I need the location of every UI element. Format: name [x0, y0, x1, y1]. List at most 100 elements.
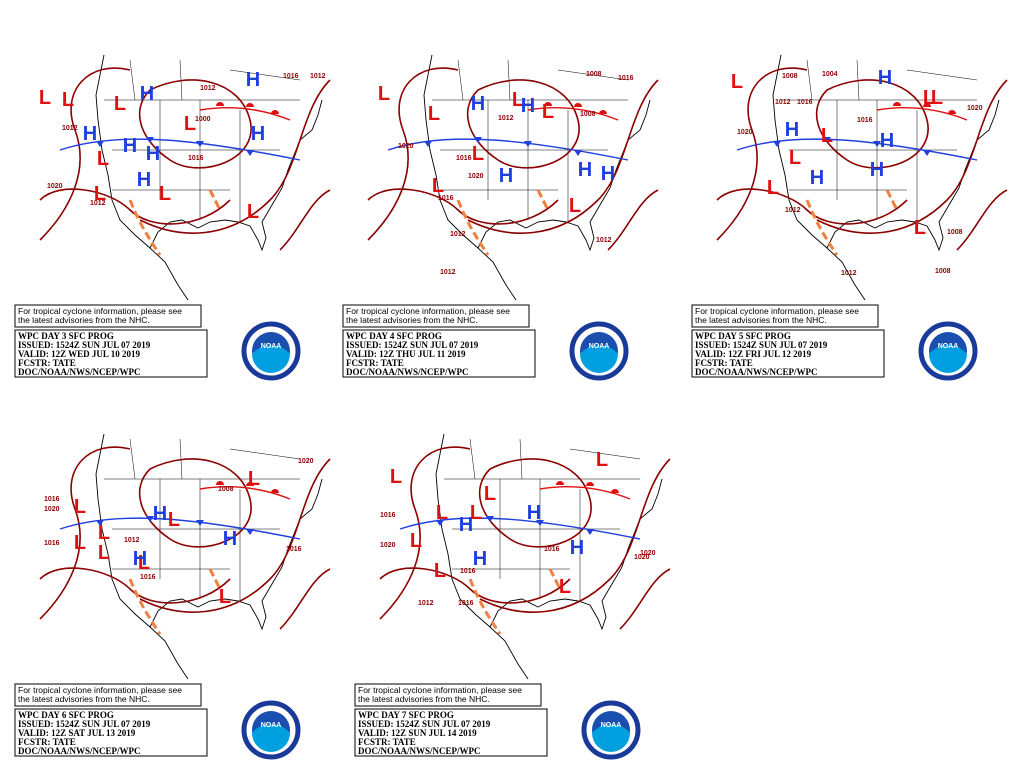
trough	[128, 189, 222, 256]
note-box	[14, 683, 202, 707]
note-box	[354, 683, 542, 707]
isobar-label: 1016	[460, 568, 476, 575]
low-pressure: L	[596, 449, 608, 471]
front-pip	[271, 110, 279, 114]
warm-front	[539, 485, 631, 500]
info-box	[354, 708, 548, 757]
front-pip	[524, 141, 532, 147]
front-pip	[146, 516, 154, 522]
high-pressure: H	[251, 123, 265, 145]
isobar-label: 1008	[580, 111, 596, 118]
front-pip	[611, 489, 619, 493]
noaa-logo-wave	[580, 345, 618, 373]
front-pip	[923, 103, 931, 107]
isobar-label: 1020	[737, 129, 753, 136]
cold-front	[59, 517, 301, 540]
high-pressure: H	[870, 159, 884, 181]
trough	[805, 189, 899, 256]
prog-info: VALID: 12Z WED JUL 10 2019	[18, 349, 140, 359]
low-pressure: L	[390, 466, 402, 488]
low-pressure: L	[94, 183, 106, 205]
low-pressure: L	[559, 576, 571, 598]
isobar	[39, 67, 131, 241]
high-pressure: H	[137, 169, 151, 191]
isobar-label: 1016	[618, 75, 634, 82]
isobar-label: 1012	[418, 600, 434, 607]
front-pip	[246, 150, 254, 156]
prog-info: VALID: 12Z FRI JUL 12 2019	[695, 349, 812, 359]
prog-info: VALID: 12Z THU JUL 11 2019	[346, 349, 466, 359]
prog-info: WPC DAY 7 SFC PROG	[358, 710, 454, 720]
isobar-label: 1016	[380, 512, 396, 519]
warm-front	[876, 106, 968, 121]
isobar-label: 1020	[634, 554, 650, 561]
isobar-label: 1016	[857, 117, 873, 124]
front-pip	[96, 141, 104, 147]
high-pressure: H	[578, 159, 592, 181]
front-pip	[216, 481, 224, 485]
front-pip	[96, 520, 104, 526]
isobar-label: 1020	[298, 458, 314, 465]
isobar	[39, 567, 231, 604]
front-pip	[923, 150, 931, 156]
tropical-note: For tropical cyclone information, please…	[18, 685, 182, 695]
isobar	[479, 458, 671, 613]
front-pip	[544, 102, 552, 106]
isobar	[466, 79, 580, 169]
prog-info: DOC/NOAA/NWS/NCEP/WPC	[358, 746, 481, 756]
prog-info: VALID: 12Z SAT JUL 13 2019	[18, 728, 136, 738]
prog-info: ISSUED: 1524Z SUN JUL 07 2019	[358, 719, 491, 729]
isobar-label: 1016	[438, 195, 454, 202]
info-box	[342, 329, 536, 378]
front-pip	[246, 529, 254, 535]
isobar	[956, 189, 1008, 251]
isobar-label: 1004	[822, 71, 838, 78]
isobar-label: 1012	[440, 269, 456, 276]
isobar-label: 1012	[62, 125, 78, 132]
front-pip	[474, 137, 482, 143]
tropical-note: For tropical cyclone information, please…	[695, 306, 859, 316]
trough	[128, 568, 222, 635]
low-pressure: L	[138, 552, 150, 574]
low-pressure: L	[247, 201, 259, 223]
low-pressure: L	[731, 71, 743, 93]
high-pressure: H	[810, 167, 824, 189]
tropical-note: the latest advisories from the NHC.	[358, 694, 490, 704]
isobar-label: 1020	[47, 183, 63, 190]
front-pip	[586, 529, 594, 535]
low-pressure: L	[914, 217, 926, 239]
isobar-label: 1016	[456, 155, 472, 162]
isobar-label: 1020	[44, 506, 60, 513]
front-pip	[823, 137, 831, 143]
isobar	[138, 458, 252, 548]
prog-info: DOC/NOAA/NWS/NCEP/WPC	[18, 746, 141, 756]
low-pressure: L	[184, 113, 196, 135]
low-pressure: L	[923, 87, 935, 109]
isobar	[367, 188, 559, 225]
coastline	[435, 433, 663, 680]
noaa-logo-text: NOAA	[261, 343, 282, 350]
isobar-label: 1012	[785, 207, 801, 214]
prog-info: WPC DAY 4 SFC PROG	[346, 331, 442, 341]
tropical-note: For tropical cyclone information, please…	[346, 306, 510, 316]
noaa-logo-text: NOAA	[938, 343, 959, 350]
isobar-label: 1016	[458, 600, 474, 607]
front-pip	[948, 110, 956, 114]
noaa-logo-text: NOAA	[589, 343, 610, 350]
isobar-label: 1016	[286, 546, 302, 553]
high-pressure: H	[146, 143, 160, 165]
prog-info: ISSUED: 1524Z SUN JUL 07 2019	[346, 340, 479, 350]
cold-front	[736, 138, 978, 161]
low-pressure: L	[378, 83, 390, 105]
prog-info: ISSUED: 1524Z SUN JUL 07 2019	[695, 340, 828, 350]
low-pressure: L	[789, 147, 801, 169]
isobar	[279, 568, 331, 630]
front-pip	[271, 489, 279, 493]
high-pressure: H	[499, 165, 513, 187]
noaa-logo-wave	[929, 345, 967, 373]
isobar-label: 1016	[140, 574, 156, 581]
